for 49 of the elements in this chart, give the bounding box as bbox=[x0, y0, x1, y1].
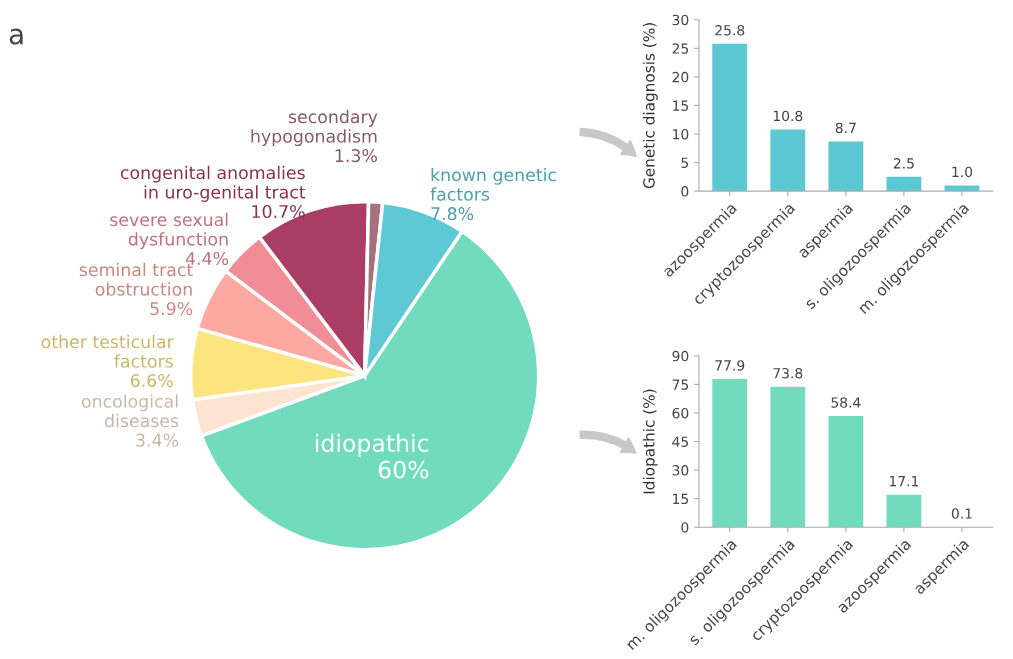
data-label: 3.4% bbox=[136, 433, 179, 447]
y-tick-label: 30 bbox=[672, 465, 689, 476]
data-label: 60% bbox=[378, 460, 429, 479]
data-label: 73.8 bbox=[773, 367, 803, 379]
y-tick-label: 25 bbox=[672, 43, 689, 54]
slice-label: severe sexual dysfunction bbox=[110, 212, 228, 249]
y-tick-label: 30 bbox=[672, 14, 689, 26]
data-label: 8.7 bbox=[835, 122, 856, 134]
bar bbox=[770, 386, 806, 528]
data-label: 77.9 bbox=[715, 360, 745, 371]
y-axis-title: Idiopathic (%) bbox=[642, 389, 658, 494]
y-tick-label: 10 bbox=[673, 128, 689, 140]
bar bbox=[886, 494, 922, 528]
slice-label: known genetic factors bbox=[430, 167, 556, 201]
y-tick-label: 90 bbox=[672, 350, 689, 362]
y-axis-title: Genetic diagnosis (%) bbox=[642, 23, 658, 189]
bar bbox=[828, 416, 864, 528]
data-label: 10.8 bbox=[773, 110, 803, 122]
data-label: 0.1 bbox=[951, 508, 972, 519]
y-tick-label: 45 bbox=[672, 436, 689, 447]
y-tick-label: 0 bbox=[681, 522, 689, 533]
bar bbox=[886, 176, 922, 192]
y-tick-label: 15 bbox=[673, 493, 689, 505]
data-label: 2.5 bbox=[893, 158, 914, 169]
bar bbox=[712, 43, 748, 192]
slice-label: idiopathic bbox=[316, 433, 429, 457]
data-label: 5.9% bbox=[150, 302, 193, 316]
data-label: 1.0 bbox=[952, 166, 973, 178]
y-tick-label: 0 bbox=[681, 186, 689, 197]
slice-label: secondary hypogonadism bbox=[251, 109, 378, 147]
data-label: 7.8% bbox=[431, 207, 474, 221]
bar bbox=[828, 141, 864, 192]
data-label: 58.4 bbox=[831, 397, 861, 408]
y-tick-label: 60 bbox=[672, 407, 689, 419]
y-tick-label: 5 bbox=[681, 157, 689, 169]
data-label: 17.1 bbox=[889, 476, 919, 487]
data-label: 6.6% bbox=[130, 374, 173, 388]
bar bbox=[770, 129, 806, 192]
y-tick-label: 20 bbox=[672, 71, 689, 83]
data-label: 10.7% bbox=[252, 204, 305, 219]
bar bbox=[712, 378, 748, 528]
y-tick-label: 15 bbox=[673, 100, 689, 111]
data-label: 1.3% bbox=[335, 149, 377, 163]
slice-label: congenital anomalies in uro-genital tract bbox=[120, 165, 306, 202]
slice-label: other testicular factors bbox=[41, 334, 174, 368]
data-label: 25.8 bbox=[715, 25, 745, 36]
y-tick-label: 75 bbox=[672, 379, 689, 390]
slice-label: oncological diseases bbox=[81, 394, 179, 428]
text: a bbox=[9, 28, 23, 45]
